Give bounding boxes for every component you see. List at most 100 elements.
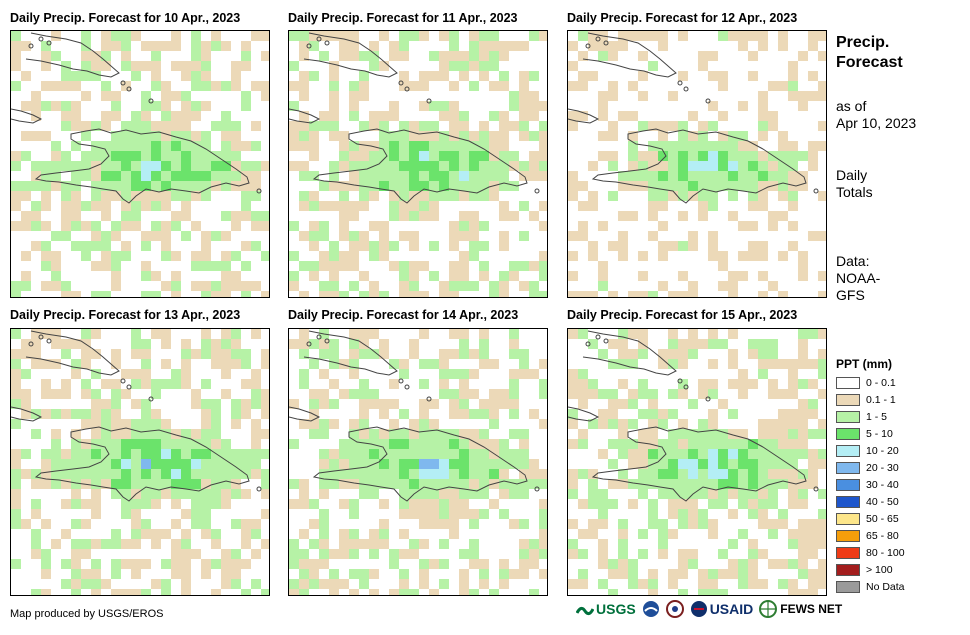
precip-cell (648, 171, 658, 181)
precip-cell (299, 111, 309, 121)
precip-cell (101, 439, 111, 449)
precip-cell (171, 549, 181, 559)
precip-cell (568, 379, 578, 389)
precip-cell (598, 559, 608, 569)
precip-cell (778, 161, 788, 171)
precip-cell (738, 489, 748, 499)
precip-cell (131, 469, 141, 479)
precip-cell (578, 231, 588, 241)
precip-cell (51, 469, 61, 479)
precip-cell (201, 251, 211, 261)
precip-cell (359, 399, 369, 409)
precip-cell (299, 291, 309, 297)
precip-cell (748, 379, 758, 389)
precip-cell (339, 151, 349, 161)
precip-cell (489, 141, 499, 151)
precip-cell (578, 569, 588, 579)
precip-cell (289, 31, 299, 41)
precip-cell (459, 459, 469, 469)
precip-cell (738, 569, 748, 579)
precip-cell (171, 291, 181, 297)
precip-cell (191, 389, 201, 399)
precip-cell (578, 221, 588, 231)
precip-cell (141, 419, 151, 429)
precip-cell (201, 231, 211, 241)
precip-cell (339, 479, 349, 489)
precip-cell (608, 291, 618, 297)
precip-cell (798, 569, 808, 579)
precip-cell (698, 449, 708, 459)
precip-cell (748, 459, 758, 469)
precip-cell (231, 281, 241, 291)
precip-cell (101, 161, 111, 171)
precip-cell (718, 429, 728, 439)
precip-cell (201, 519, 211, 529)
precip-cell (419, 141, 429, 151)
precip-cell (319, 509, 329, 519)
precip-cell (578, 369, 588, 379)
precip-cell (141, 131, 151, 141)
precip-cell (519, 261, 529, 271)
precip-cell (439, 499, 449, 509)
precip-cell (778, 459, 788, 469)
precip-cell (349, 449, 359, 459)
precip-cell (698, 121, 708, 131)
precip-cell (459, 429, 469, 439)
precip-cell (121, 589, 131, 595)
precip-cell (161, 121, 171, 131)
precip-cell (459, 339, 469, 349)
precip-cell (728, 131, 738, 141)
hispaniola-outline (34, 426, 250, 502)
precip-cell (329, 579, 339, 589)
precip-cell (231, 329, 241, 339)
precip-cell (479, 131, 489, 141)
precip-cell (131, 71, 141, 81)
precip-cell (748, 449, 758, 459)
precip-cell (748, 349, 758, 359)
panel-title-2: Daily Precip. Forecast for 11 Apr., 2023 (288, 11, 518, 25)
precip-cell (261, 291, 269, 297)
precip-cell (778, 509, 788, 519)
precip-cell (698, 419, 708, 429)
legend-item: 80 - 100 (836, 546, 905, 560)
precip-cell (608, 399, 618, 409)
precip-cell (768, 469, 778, 479)
precip-cell (319, 489, 329, 499)
precip-cell (728, 349, 738, 359)
precip-cell (808, 519, 818, 529)
precip-cell (251, 171, 261, 181)
precip-cell (379, 121, 389, 131)
precip-cell (191, 111, 201, 121)
precip-cell (758, 101, 768, 111)
precip-cell (91, 409, 101, 419)
precip-cell (678, 31, 688, 41)
precip-cell (429, 439, 439, 449)
precip-cell (668, 329, 678, 339)
precip-cell (51, 31, 61, 41)
precip-cell (748, 161, 758, 171)
precip-cell (349, 281, 359, 291)
precip-cell (389, 419, 399, 429)
precip-cell (221, 231, 231, 241)
precip-cell (648, 449, 658, 459)
precip-cell (151, 191, 161, 201)
precip-cell (261, 449, 269, 459)
precip-cell (648, 479, 658, 489)
precip-cell (41, 519, 51, 529)
precip-cell (788, 91, 798, 101)
precip-cell (141, 241, 151, 251)
precip-cell (419, 359, 429, 369)
precip-cell (638, 329, 648, 339)
precip-cell (369, 221, 379, 231)
precip-cell (369, 539, 379, 549)
precip-cell (31, 131, 41, 141)
precip-cell (151, 479, 161, 489)
precip-cell (399, 211, 409, 221)
precip-cell (121, 81, 131, 91)
precip-cell (101, 469, 111, 479)
precip-cell (678, 131, 688, 141)
precip-cell (399, 569, 409, 579)
precip-cell (419, 261, 429, 271)
precip-cell (658, 181, 668, 191)
precip-cell (41, 181, 51, 191)
